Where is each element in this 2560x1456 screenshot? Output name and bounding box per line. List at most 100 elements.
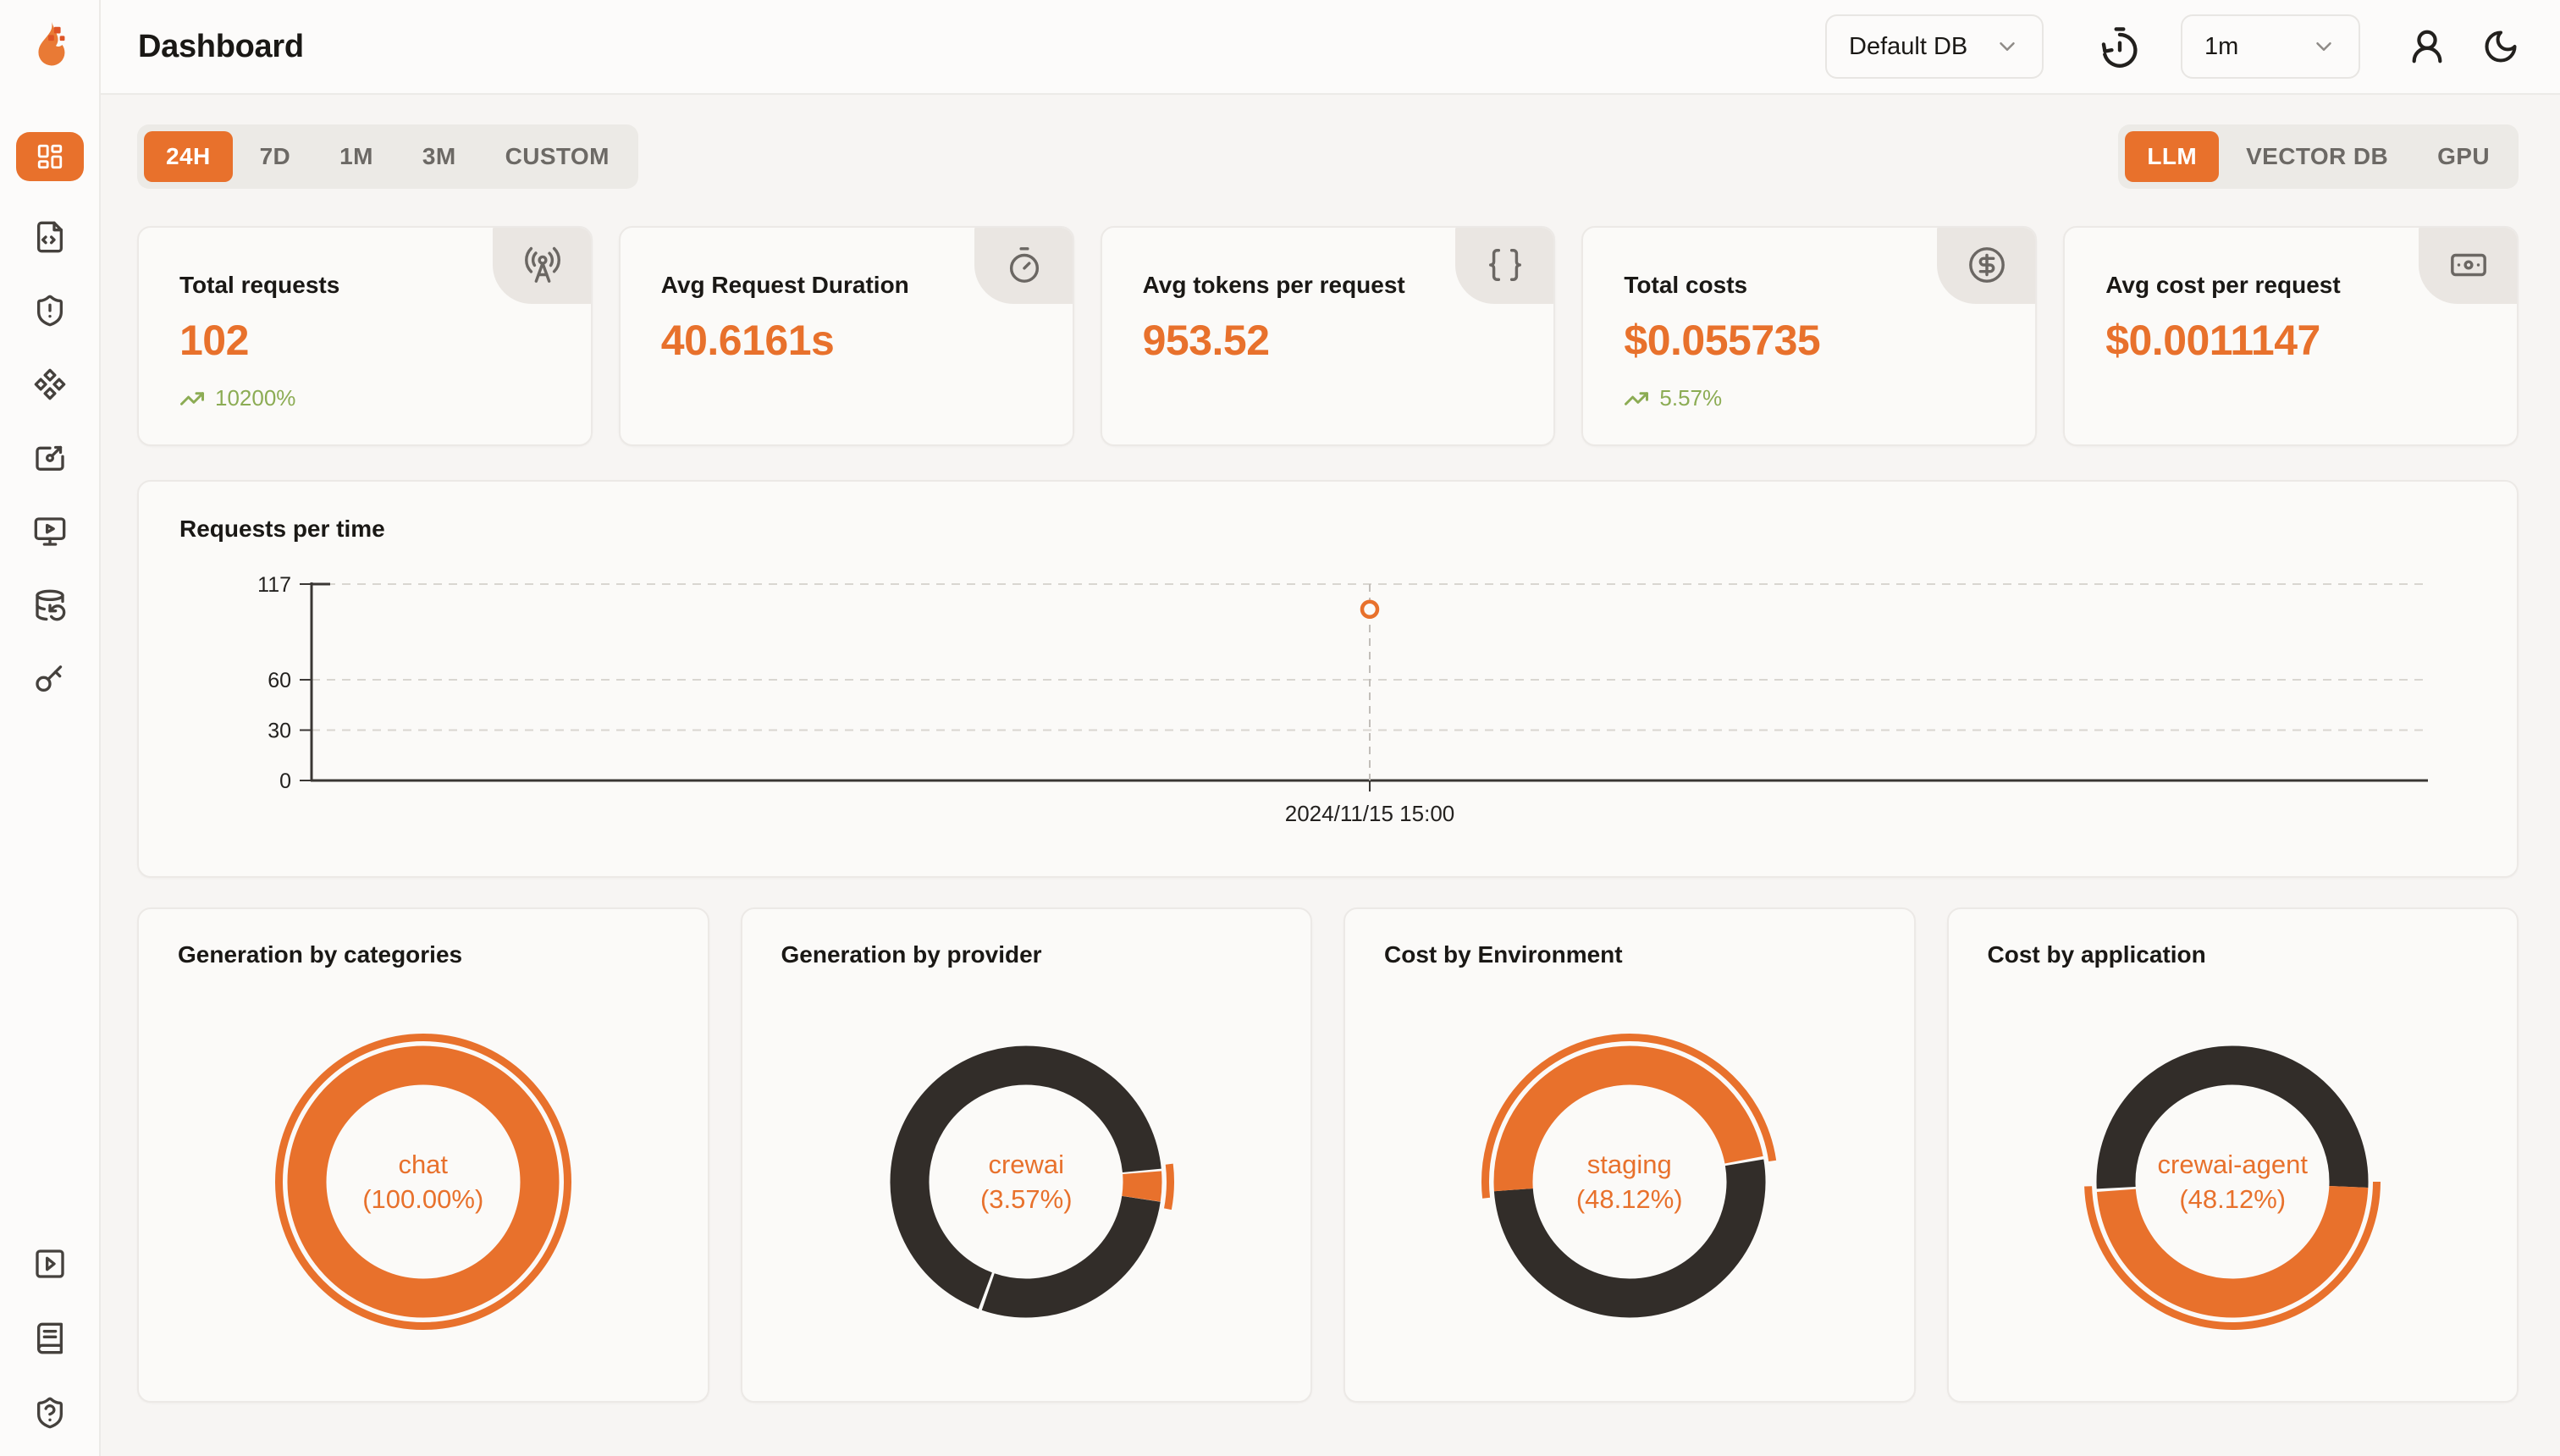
db-select-value: Default DB bbox=[1849, 32, 1968, 60]
generation-by-categories-card: Generation by categories chat (100.00%) bbox=[137, 907, 709, 1403]
requests-per-time-chart-card: Requests per time 0 30 60 117 2024/11/15 15:… bbox=[137, 480, 2519, 878]
sidebar-item-getting-started[interactable] bbox=[32, 1246, 68, 1282]
sidebar-item-documentation[interactable] bbox=[32, 1321, 68, 1356]
chevron-down-icon bbox=[2311, 34, 2337, 59]
key-icon bbox=[33, 662, 67, 696]
time-tab-1m[interactable]: 1M bbox=[317, 131, 395, 182]
chart-title: Generation by categories bbox=[178, 941, 463, 968]
chart-title: Requests per time bbox=[179, 516, 385, 542]
radio-tower-icon bbox=[523, 245, 562, 284]
tab-llm[interactable]: LLM bbox=[2125, 131, 2220, 182]
stat-card-avg-tokens: Avg tokens per request 953.52 bbox=[1100, 226, 1556, 446]
chart-title: Cost by application bbox=[1987, 941, 2206, 968]
file-code-icon bbox=[33, 220, 67, 254]
cost-by-application-card: Cost by application crewai-agent (48.12%… bbox=[1946, 907, 2519, 1403]
sidebar-item-databases[interactable] bbox=[32, 587, 68, 623]
stat-label: Total costs bbox=[1624, 272, 1748, 298]
chart-title: Cost by Environment bbox=[1384, 941, 1623, 968]
chart-title: Generation by provider bbox=[781, 941, 1042, 968]
svg-text:117: 117 bbox=[257, 573, 291, 597]
square-play-icon bbox=[33, 1247, 67, 1281]
profile-button[interactable] bbox=[2408, 27, 2447, 66]
stat-trend-value: 10200% bbox=[215, 385, 296, 411]
main-content: 24H 7D 1M 3M CUSTOM LLM VECTOR DB GPU bbox=[101, 97, 2560, 1456]
db-select[interactable]: Default DB bbox=[1825, 14, 2044, 79]
trending-up-icon bbox=[1624, 386, 1649, 411]
dark-mode-toggle[interactable] bbox=[2482, 28, 2519, 65]
tab-gpu[interactable]: GPU bbox=[2415, 131, 2512, 182]
svg-text:2024/11/15 15:00: 2024/11/15 15:00 bbox=[1285, 801, 1454, 826]
stat-label: Avg cost per request bbox=[2105, 272, 2341, 298]
stat-cards-row: Total requests 102 10200% Avg Reque bbox=[137, 226, 2519, 446]
svg-text:30: 30 bbox=[268, 720, 291, 743]
stat-value: $0.055735 bbox=[1624, 317, 1821, 364]
user-icon bbox=[2408, 27, 2447, 66]
stat-card-avg-cost: Avg cost per request $0.0011147 bbox=[2063, 226, 2519, 446]
moon-icon bbox=[2482, 28, 2519, 65]
stat-trend: 5.57% bbox=[1624, 385, 2010, 411]
braces-icon bbox=[1486, 245, 1525, 284]
timer-icon bbox=[1005, 245, 1044, 284]
stat-card-avg-duration: Avg Request Duration 40.6161s bbox=[618, 226, 1074, 446]
database-backup-icon bbox=[33, 588, 67, 622]
stat-label: Avg Request Duration bbox=[660, 272, 909, 298]
sidebar-item-prompts[interactable] bbox=[32, 367, 68, 402]
banknote-icon bbox=[2449, 245, 2488, 284]
cost-by-application-donut bbox=[2084, 1045, 2381, 1330]
cost-by-environment-donut bbox=[1481, 1034, 1776, 1318]
time-tab-24h[interactable]: 24H bbox=[144, 131, 233, 182]
stat-badge bbox=[974, 228, 1073, 304]
tab-vector-db[interactable]: VECTOR DB bbox=[2224, 131, 2410, 182]
sidebar-item-dashboard[interactable] bbox=[15, 132, 84, 181]
sidebar bbox=[0, 0, 101, 1456]
svg-text:0: 0 bbox=[279, 769, 291, 793]
interval-select-value: 1m bbox=[2204, 32, 2239, 60]
sidebar-item-requests[interactable] bbox=[32, 219, 68, 255]
stat-badge bbox=[1937, 228, 2036, 304]
trending-up-icon bbox=[179, 386, 205, 411]
layout-dashboard-icon bbox=[36, 142, 64, 171]
refresh-timer-button[interactable] bbox=[2098, 25, 2142, 69]
requests-per-time-chart: 0 30 60 117 2024/11/15 15:00 bbox=[257, 573, 2428, 826]
timer-reset-icon bbox=[2098, 25, 2142, 69]
stat-trend-value: 5.57% bbox=[1659, 385, 1723, 411]
header: Dashboard Default DB 1m bbox=[101, 0, 2560, 95]
sidebar-item-evaluations[interactable] bbox=[32, 440, 68, 476]
stat-label: Avg tokens per request bbox=[1142, 272, 1405, 298]
board-pen-icon bbox=[33, 441, 67, 475]
logo-flame-icon bbox=[24, 19, 76, 71]
generation-by-provider-card: Generation by provider crewai (3.57%) bbox=[740, 907, 1312, 1403]
sidebar-item-openground[interactable] bbox=[32, 514, 68, 549]
component-diamonds-icon bbox=[33, 367, 67, 401]
time-tab-custom[interactable]: CUSTOM bbox=[483, 131, 632, 182]
chevron-down-icon bbox=[1994, 34, 2020, 59]
sidebar-item-exceptions[interactable] bbox=[32, 293, 68, 328]
stat-badge bbox=[1455, 228, 1554, 304]
book-text-icon bbox=[33, 1321, 67, 1355]
shield-question-icon bbox=[33, 1396, 67, 1430]
monitor-play-icon bbox=[33, 515, 67, 549]
cost-by-environment-card: Cost by Environment staging (48.12%) bbox=[1343, 907, 1916, 1403]
generation-by-categories-donut bbox=[274, 1034, 571, 1330]
page-title: Dashboard bbox=[138, 28, 304, 64]
stat-card-total-requests: Total requests 102 10200% bbox=[137, 226, 593, 446]
svg-text:60: 60 bbox=[268, 669, 291, 692]
stat-trend: 10200% bbox=[179, 385, 566, 411]
donut-cards-row: Generation by categories chat (100.00%) … bbox=[137, 907, 2519, 1403]
stat-label: Total requests bbox=[179, 272, 340, 298]
stat-card-total-costs: Total costs $0.055735 5.57% bbox=[1581, 226, 2038, 446]
stat-value: 953.52 bbox=[1142, 317, 1270, 364]
stat-value: 102 bbox=[179, 317, 249, 364]
category-tabs: LLM VECTOR DB GPU bbox=[2118, 124, 2519, 189]
stat-value: $0.0011147 bbox=[2105, 317, 2320, 364]
stat-badge bbox=[492, 228, 591, 304]
circle-dollar-icon bbox=[1967, 245, 2006, 284]
time-tab-3m[interactable]: 3M bbox=[400, 131, 478, 182]
sidebar-item-support[interactable] bbox=[32, 1395, 68, 1431]
interval-select[interactable]: 1m bbox=[2181, 14, 2360, 79]
time-tab-7d[interactable]: 7D bbox=[238, 131, 313, 182]
time-range-tabs: 24H 7D 1M 3M CUSTOM bbox=[137, 124, 638, 189]
shield-alert-icon bbox=[33, 294, 67, 328]
generation-by-provider-donut bbox=[890, 1045, 1175, 1318]
sidebar-item-api-keys[interactable] bbox=[32, 661, 68, 697]
